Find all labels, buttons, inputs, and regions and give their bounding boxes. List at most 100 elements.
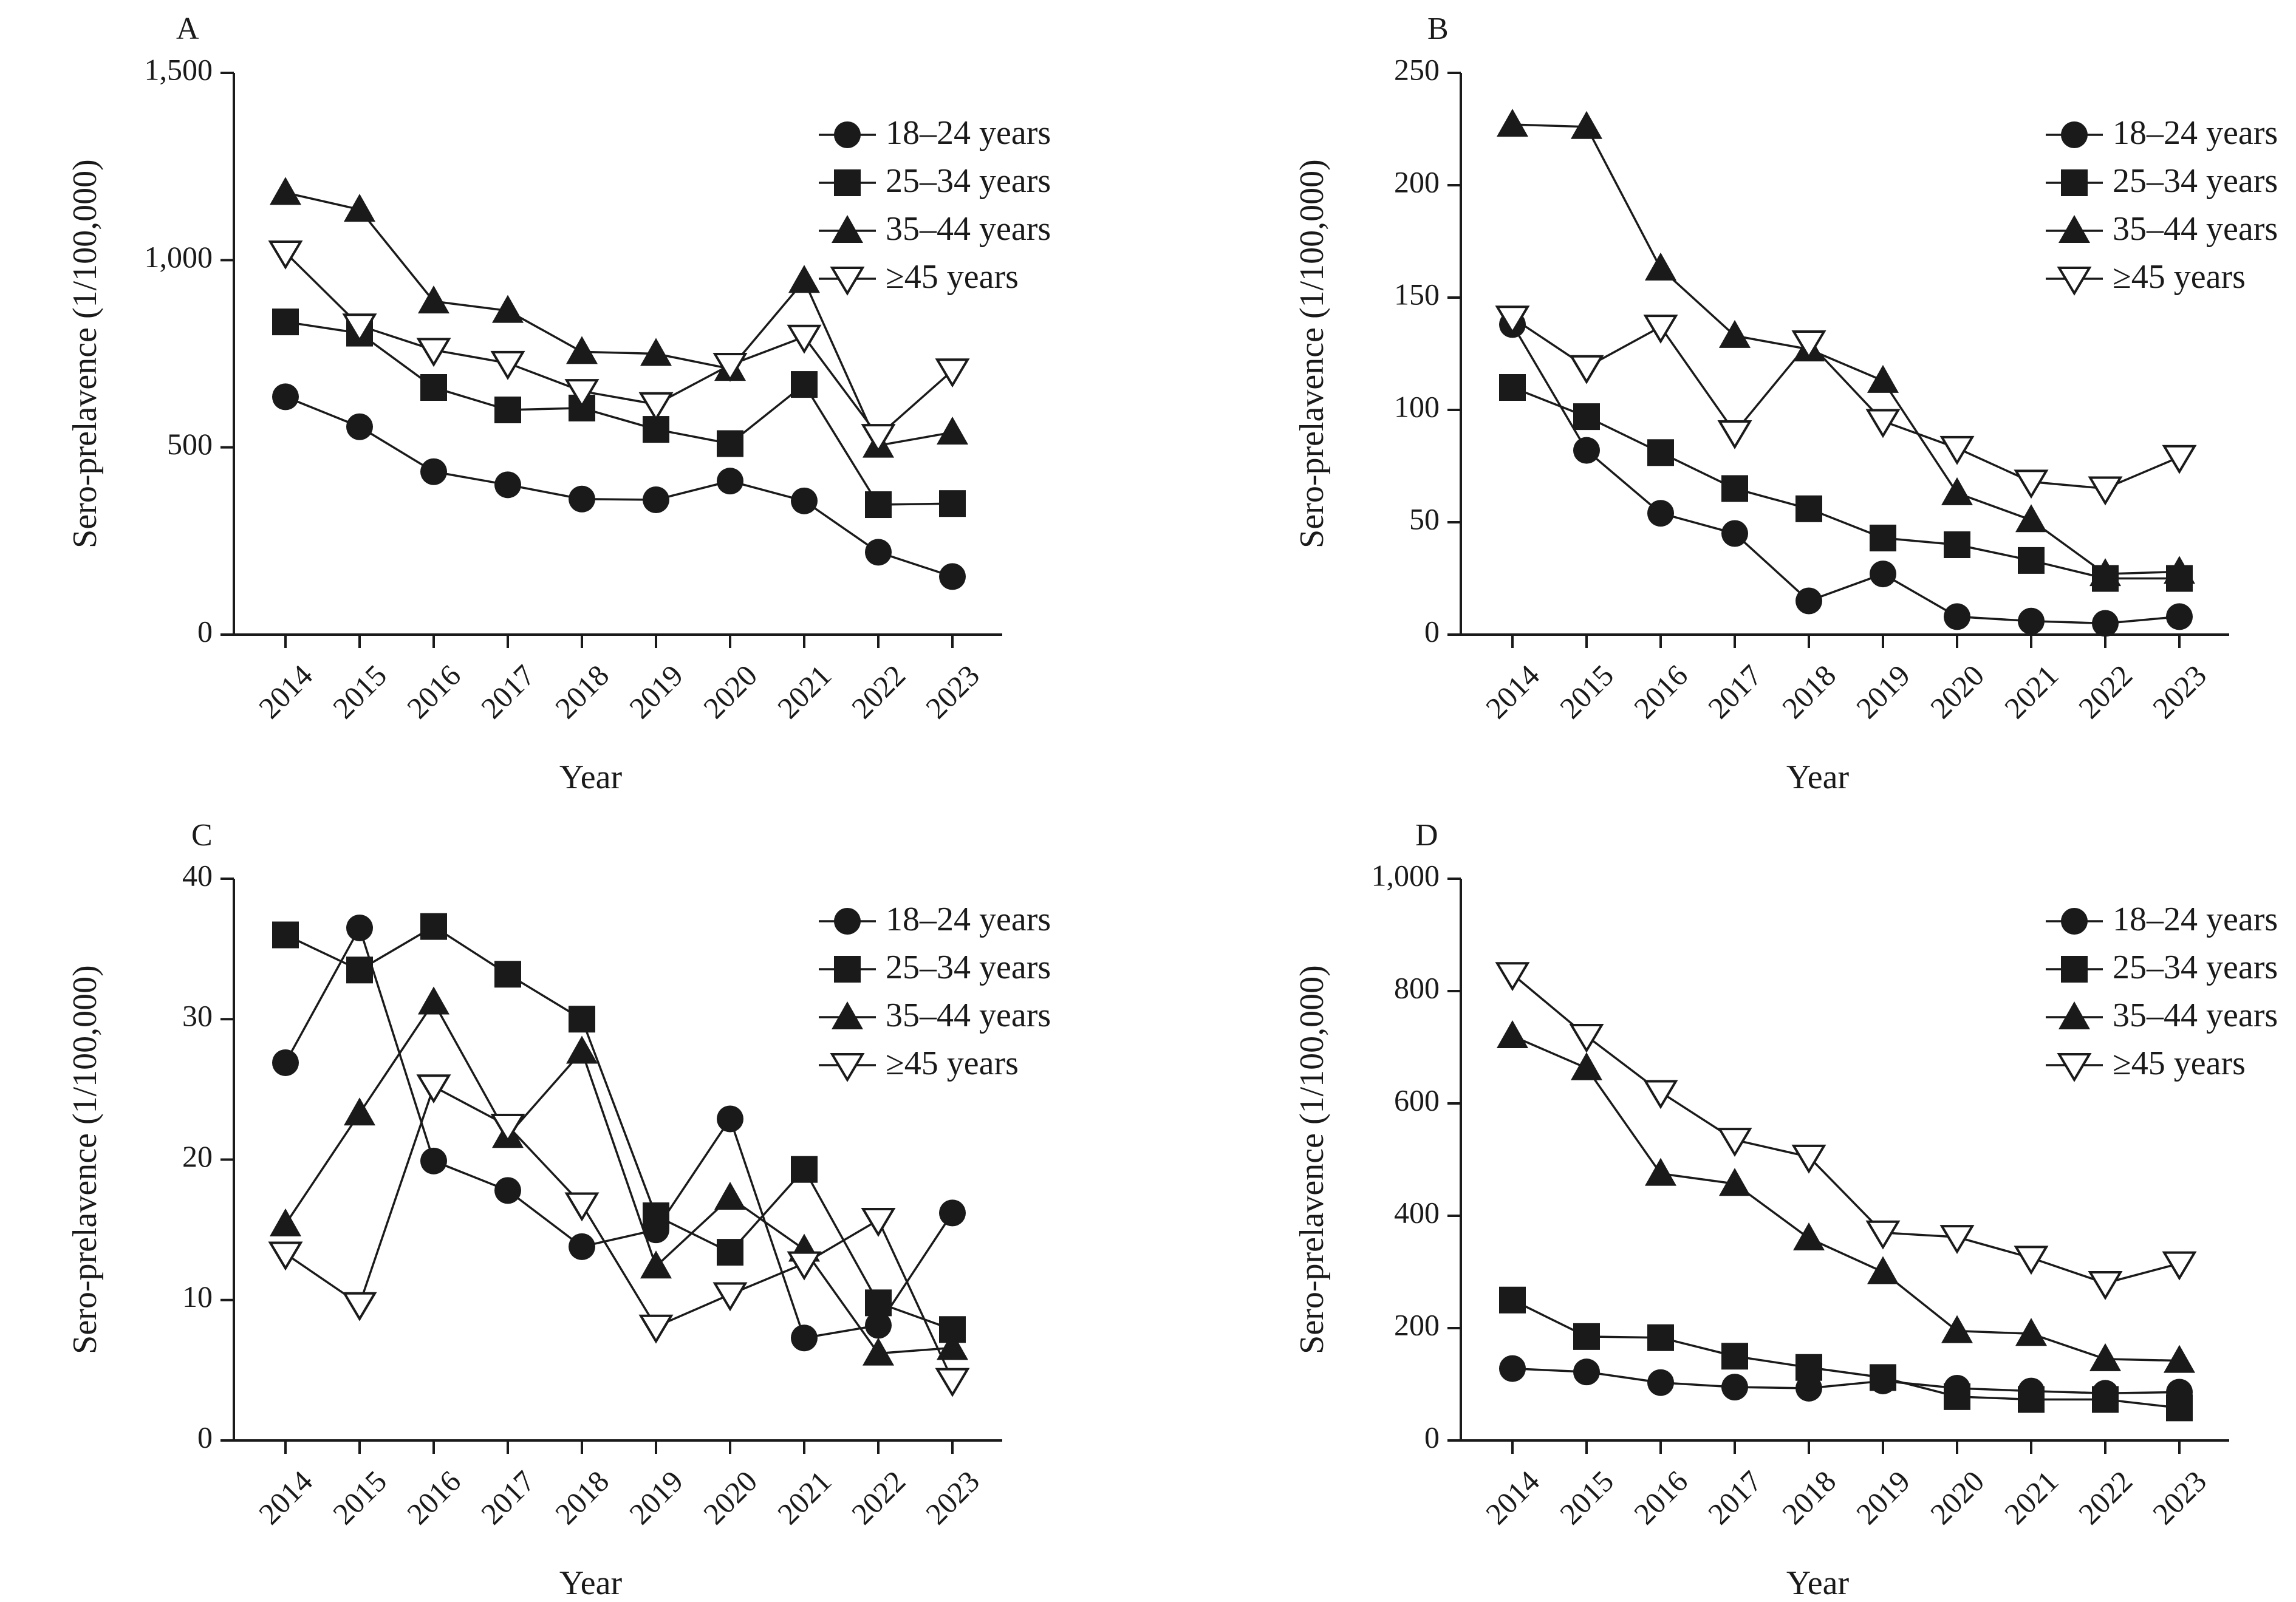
data-point-triangle [1645, 1157, 1676, 1186]
data-point-circle [494, 471, 521, 499]
data-point-triangle [344, 1097, 375, 1126]
series-line [1511, 324, 2180, 625]
data-point-circle [346, 413, 373, 440]
data-point-square [1795, 495, 1822, 522]
x-tick-label: 2018 [548, 1464, 615, 1531]
x-tick-label: 2016 [400, 658, 467, 725]
data-point-triangle [344, 194, 375, 222]
legend-label: ≥45 years [2113, 1045, 2246, 1082]
series-line [285, 1085, 954, 1381]
data-point-triangle-down-open [2014, 469, 2049, 499]
data-point-triangle-down-open [2088, 476, 2123, 506]
x-tick-label: 2020 [1924, 658, 1990, 725]
data-point-circle [2018, 607, 2045, 635]
data-point-triangle [270, 177, 301, 205]
data-point-circle [2166, 603, 2193, 630]
y-tick-label: 20 [182, 1139, 213, 1173]
y-axis-title: Sero-prelavence (1/100,000) [66, 159, 104, 548]
data-point-circle [1795, 587, 1822, 615]
series-line [285, 321, 953, 506]
data-point-triangle [2164, 1345, 2195, 1373]
data-point-circle [1721, 1374, 1748, 1401]
y-axis-title: Sero-prelavence (1/100,000) [1293, 965, 1331, 1354]
x-tick-label: 2017 [474, 658, 541, 725]
data-point-circle [1647, 500, 1674, 527]
data-point-triangle-down-open [342, 313, 377, 343]
series-triangle-down-open [1495, 962, 2197, 1300]
data-point-triangle-down-open [638, 392, 674, 421]
data-point-triangle [270, 1208, 301, 1236]
x-tick-label: 2016 [1627, 1464, 1694, 1531]
data-point-square [494, 397, 521, 423]
data-point-circle [1647, 1369, 1674, 1396]
data-point-circle [420, 458, 447, 485]
data-point-square [1944, 531, 1970, 558]
data-point-triangle [2015, 504, 2047, 533]
legend-marker-triangle [2059, 1001, 2090, 1029]
y-tick-label: 500 [167, 427, 213, 461]
x-tick-label: 2023 [2146, 1464, 2213, 1531]
data-point-triangle-down-open [564, 379, 600, 409]
legend-label: 25–34 years [2113, 949, 2278, 986]
x-axis-title: Year [1786, 1564, 1850, 1602]
panel-label: B [1427, 12, 1449, 46]
legend-label: 18–24 years [2113, 114, 2278, 152]
series-circle [1499, 311, 2193, 637]
y-axis-title: Sero-prelavence (1/100,000) [1293, 159, 1331, 548]
data-point-circle [939, 1199, 966, 1227]
data-point-circle [272, 383, 299, 411]
series-triangle [1497, 1020, 2195, 1373]
data-point-circle [643, 486, 669, 513]
x-tick-label: 2014 [1479, 658, 1546, 725]
data-point-square [1499, 374, 1526, 401]
data-point-triangle-down-open [1643, 315, 1678, 344]
data-point-triangle [1497, 1020, 1528, 1048]
legend-marker-circle [2061, 121, 2088, 148]
data-point-circle [717, 1105, 743, 1133]
data-point-triangle [937, 417, 968, 445]
data-point-triangle-down-open [638, 1314, 674, 1344]
series-line [285, 925, 953, 1331]
data-point-triangle [566, 336, 598, 364]
legend-marker-square [2061, 956, 2088, 983]
x-tick-label: 2020 [1924, 1464, 1990, 1531]
data-point-triangle-down-open [1717, 420, 1752, 449]
x-axis-title: Year [559, 758, 623, 796]
data-point-square [569, 1006, 595, 1033]
x-tick-label: 2017 [474, 1464, 541, 1531]
data-point-triangle [2164, 556, 2195, 584]
data-point-square [1647, 1324, 1674, 1351]
data-point-triangle [1571, 1052, 1602, 1080]
data-point-square [2018, 547, 2045, 574]
series-triangle-down-open [268, 240, 970, 454]
series-line [1512, 123, 2180, 575]
data-point-square [494, 961, 521, 988]
data-point-triangle [1941, 1315, 1973, 1343]
series-square [1499, 1286, 2193, 1422]
data-point-square [865, 491, 892, 519]
data-point-triangle [640, 338, 672, 366]
data-point-circle [1573, 437, 1600, 464]
legend-marker-circle [834, 121, 861, 148]
legend-label: 35–44 years [2113, 210, 2278, 248]
series-triangle [1497, 109, 2195, 587]
data-point-triangle [418, 285, 449, 314]
legend-marker-square [2061, 169, 2088, 196]
legend-marker-triangle [2059, 215, 2090, 243]
data-point-circle [717, 468, 743, 495]
data-point-triangle [566, 1035, 598, 1064]
y-tick-label: 1,000 [1372, 858, 1440, 892]
series-line [285, 395, 953, 578]
series-line [284, 251, 954, 438]
legend-label: ≥45 years [886, 1045, 1019, 1082]
x-tick-label: 2015 [326, 1464, 393, 1531]
legend-label: 18–24 years [886, 901, 1051, 938]
data-point-triangle-down-open [490, 350, 525, 380]
data-point-triangle [714, 1181, 746, 1210]
data-point-square [1499, 1286, 1526, 1314]
y-tick-label: 30 [182, 999, 213, 1033]
data-point-triangle [937, 1332, 968, 1360]
data-point-circle [2092, 610, 2119, 637]
legend-label: ≥45 years [886, 258, 1019, 296]
